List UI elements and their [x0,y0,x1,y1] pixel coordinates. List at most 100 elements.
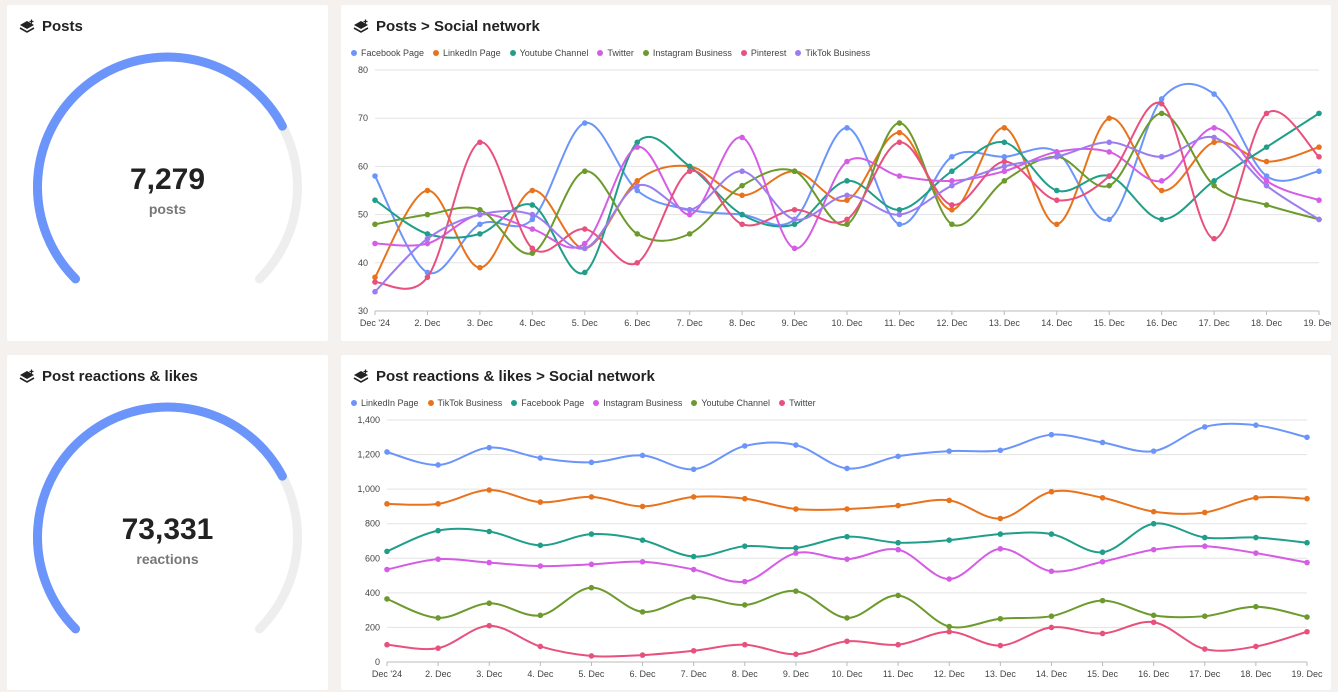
posts-chart-title: Posts > Social network [353,18,540,35]
data-point [844,506,850,512]
data-point [1316,110,1322,117]
data-point [997,615,1004,622]
x-tick-label: 6. Dec [630,669,657,679]
legend-swatch [691,400,698,406]
y-tick-label: 80 [358,65,368,75]
data-point [690,594,697,600]
legend-label: Youtube Channel [701,398,771,408]
data-point [486,622,493,629]
data-point [741,602,748,608]
data-point [844,615,850,621]
data-point [372,240,378,247]
series-line [374,126,1320,250]
data-point [1158,216,1165,223]
data-point [997,531,1004,537]
data-point [486,487,493,493]
data-point [634,182,641,189]
data-point [844,216,850,223]
data-point [372,173,378,179]
legend-item[interactable]: LinkedIn Page [351,398,419,408]
series-line [374,117,1320,278]
data-point [686,168,693,175]
data-point [529,187,536,194]
data-point [690,494,697,500]
data-point [1316,144,1322,150]
data-point [1106,216,1113,223]
legend-swatch [427,400,434,406]
data-point [1253,550,1259,556]
x-tick-label: Dec '24 [360,318,390,328]
reactions-kpi-label: reactions [136,551,199,567]
legend-item[interactable]: Youtube Channel [691,398,770,408]
data-point [634,139,641,146]
data-point [690,466,697,473]
reactions-gauge [32,402,302,634]
legend-item[interactable]: Facebook Page [511,398,584,408]
y-tick-label: 70 [358,113,368,123]
legend-item[interactable]: Instagram Business [593,398,682,408]
x-tick-label: 18. Dec [1251,318,1283,328]
posts-chart-card: Posts > Social network Facebook Page Link… [341,5,1331,341]
legend-item[interactable]: LinkedIn Page [433,48,501,58]
data-point [791,221,798,228]
y-tick-label: 1,000 [357,484,380,494]
data-point [844,533,850,540]
data-point [946,576,953,582]
data-point [686,231,693,237]
x-tick-label: 10. Dec [831,318,863,328]
data-point [639,452,646,459]
legend-label: TikTok Business [805,48,871,58]
reactions-kpi-title: Post reactions & likes [19,368,198,385]
x-tick-label: 16. Dec [1138,669,1170,679]
data-point [1158,96,1165,102]
data-point [424,235,431,242]
data-point [581,226,588,232]
data-point [1150,619,1157,626]
data-point [1001,178,1008,184]
data-point [1253,422,1259,428]
legend-swatch [509,50,516,56]
legend-item[interactable]: Twitter [597,48,634,58]
data-point [1201,424,1208,430]
posts-kpi-title-text: Posts [42,18,83,35]
data-point [1304,539,1310,546]
legend-item[interactable]: Twitter [779,398,816,408]
legend-item[interactable]: TikTok Business [795,48,870,58]
x-tick-label: 2. Dec [425,669,452,679]
data-point [588,561,595,568]
data-point [793,550,799,556]
data-point [741,495,748,502]
data-point [537,643,544,650]
x-tick-label: 4. Dec [527,669,554,679]
data-point [741,543,748,549]
data-point [895,502,901,509]
data-point [639,503,646,510]
x-tick-label: 14. Dec [1041,318,1073,328]
data-point [946,628,953,635]
data-point [477,211,483,218]
data-point [1106,149,1113,155]
layers-icon [19,369,35,385]
data-point [435,501,441,507]
data-point [1253,534,1259,541]
data-point [634,187,641,194]
legend-item[interactable]: Facebook Page [351,48,424,58]
data-point [690,566,697,573]
data-point [895,546,901,553]
data-point [844,125,850,131]
legend-item[interactable]: Youtube Channel [509,48,588,58]
legend-item[interactable]: Instagram Business [642,48,732,58]
x-tick-label: 4. Dec [519,318,546,328]
legend-label: Instagram Business [652,48,732,58]
legend-item[interactable]: Pinterest [740,48,786,58]
data-point [1263,173,1270,179]
data-point [1201,613,1208,619]
data-point [486,528,493,535]
data-point [372,279,378,285]
data-point [690,647,697,654]
data-point [1201,509,1208,516]
data-point [1053,153,1060,160]
legend-swatch [642,50,649,56]
legend-item[interactable]: TikTok Business [427,398,502,408]
y-tick-label: 1,200 [357,450,380,460]
